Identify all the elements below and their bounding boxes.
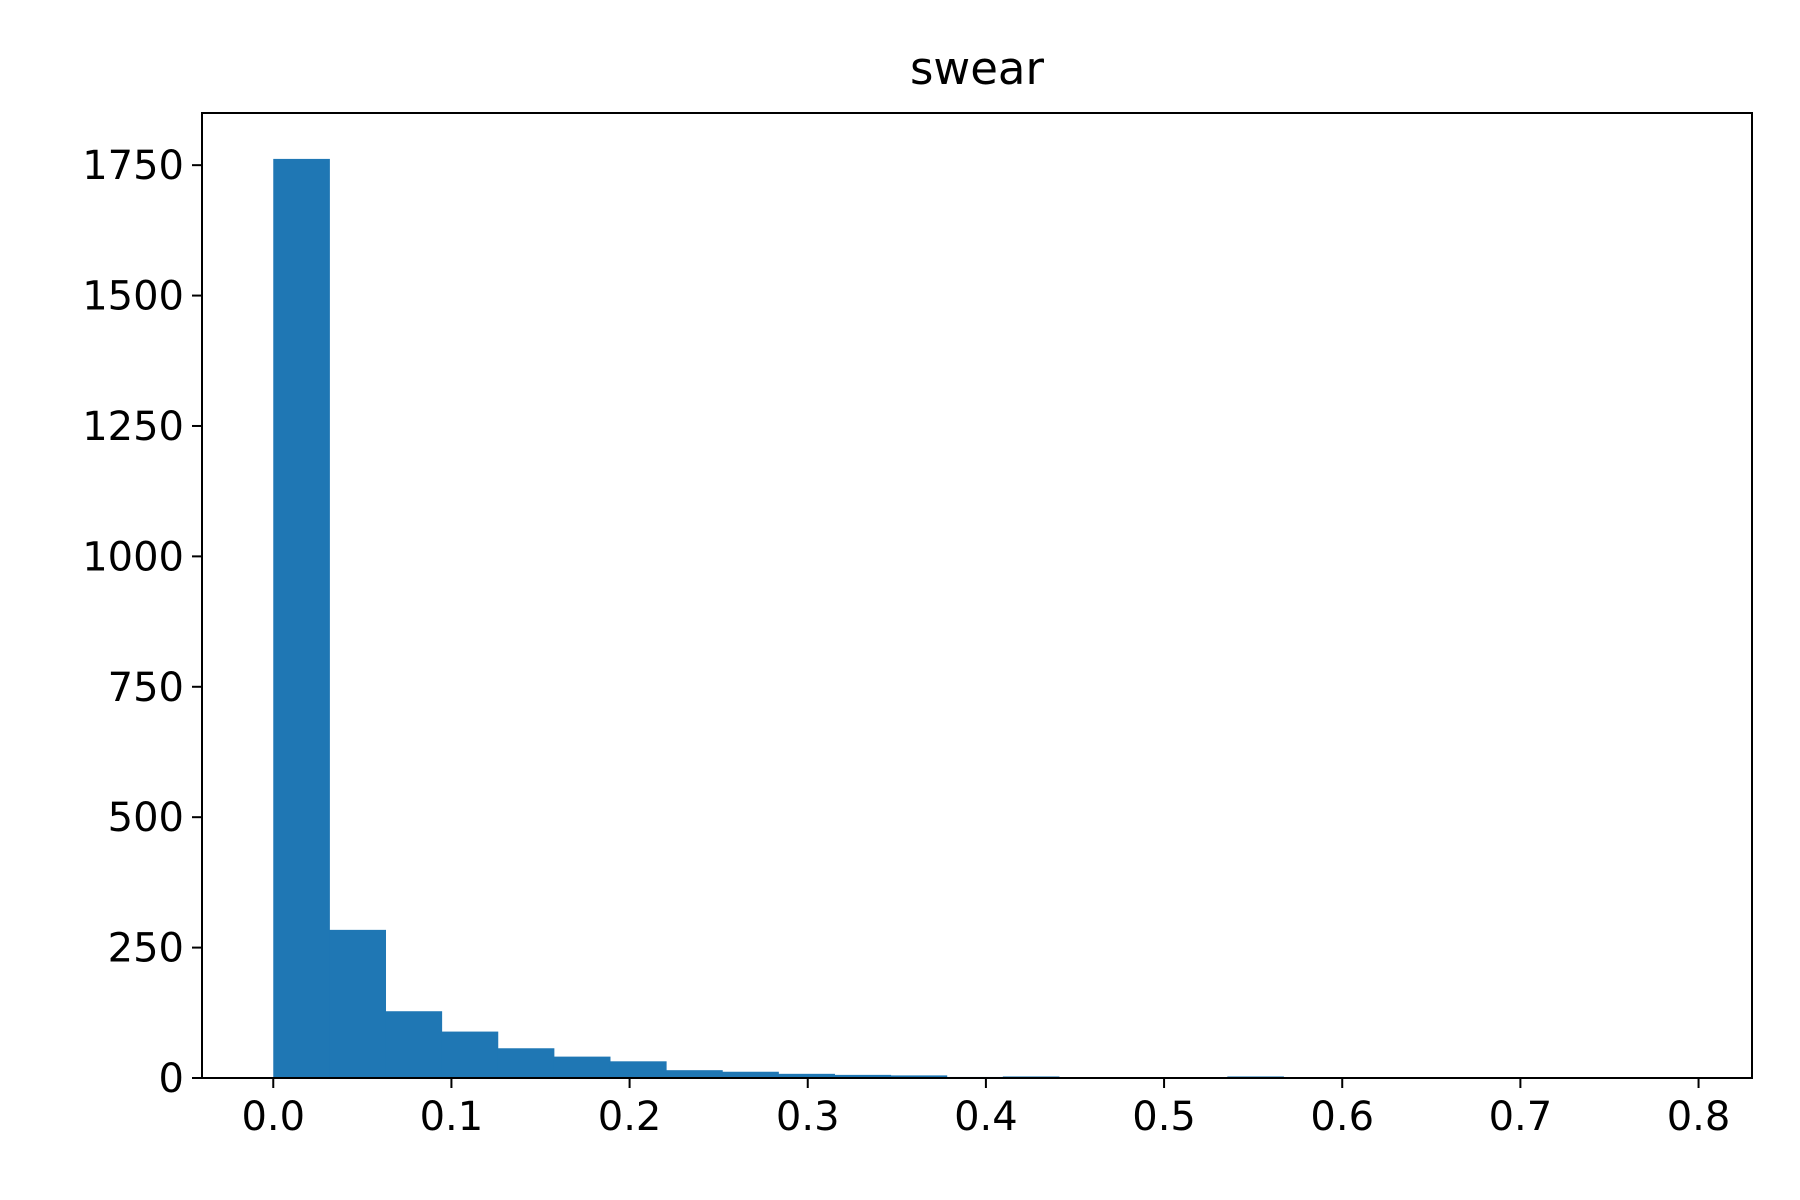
histogram-bar (441, 1031, 499, 1078)
chart-title: swear (910, 42, 1045, 95)
histogram-bar (666, 1070, 723, 1078)
x-tick-label: 0.0 (241, 1094, 305, 1140)
y-tick-label: 500 (108, 795, 184, 841)
y-tick-label: 1750 (82, 143, 184, 189)
histogram-bar (273, 158, 330, 1078)
x-tick-label: 0.1 (420, 1094, 484, 1140)
histogram-bar (329, 929, 387, 1078)
x-tick-label: 0.5 (1132, 1094, 1196, 1140)
y-tick-label: 0 (159, 1056, 184, 1102)
y-axis-ticks: 0 250 500 750 1000 1250 1500 1750 (82, 143, 202, 1102)
histogram-bar (834, 1074, 892, 1078)
histogram-bar (553, 1056, 611, 1078)
x-tick-label: 0.2 (598, 1094, 662, 1140)
histogram-bar (497, 1048, 555, 1078)
y-tick-label: 750 (108, 665, 184, 711)
histogram-bar (722, 1071, 779, 1078)
histogram-bar (778, 1073, 835, 1078)
x-tick-label: 0.4 (954, 1094, 1018, 1140)
x-tick-label: 0.3 (776, 1094, 840, 1140)
x-tick-label: 0.6 (1310, 1094, 1374, 1140)
y-tick-label: 1000 (82, 534, 184, 580)
x-axis-ticks: 0.0 0.1 0.2 0.3 0.4 0.5 0.6 0.7 0.8 (241, 1078, 1730, 1140)
y-tick-label: 1250 (82, 404, 184, 450)
histogram-bar (385, 1011, 443, 1078)
y-tick-label: 250 (108, 926, 184, 972)
histogram-bar (890, 1075, 948, 1078)
bars-group (273, 158, 1677, 1078)
plot-frame (201, 112, 1753, 1079)
histogram-bar (609, 1061, 667, 1078)
y-tick-label: 1500 (82, 274, 184, 320)
x-tick-label: 0.8 (1667, 1094, 1731, 1140)
x-tick-label: 0.7 (1489, 1094, 1553, 1140)
